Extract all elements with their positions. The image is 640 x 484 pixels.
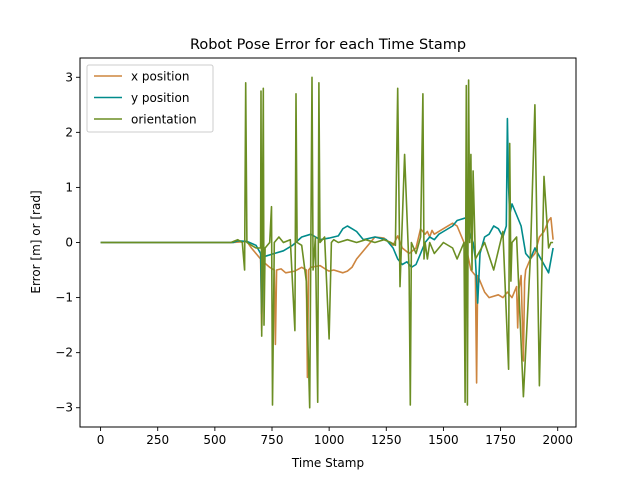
y-axis-label: Error [m] or [rad] xyxy=(29,190,43,293)
legend-label: y position xyxy=(131,91,189,105)
y-tick-label: −2 xyxy=(55,346,73,360)
y-tick-label: 3 xyxy=(65,70,73,84)
y-tick-label: 2 xyxy=(65,125,73,139)
series-line-x-position xyxy=(100,216,554,384)
x-tick-label: 1500 xyxy=(428,433,459,447)
x-tick-label: 1250 xyxy=(371,433,402,447)
legend-box xyxy=(86,64,214,133)
legend-label: orientation xyxy=(131,113,197,127)
legend-label: x position xyxy=(131,70,189,84)
x-tick-label: 2000 xyxy=(542,433,573,447)
y-tick-label: 0 xyxy=(65,236,73,250)
series-line-orientation xyxy=(100,76,554,409)
x-axis-label: Time Stamp xyxy=(291,456,364,470)
x-axis-ticks: 0 250 500 750 1000 1250 1500 1750 2000 xyxy=(97,427,573,447)
x-tick-label: 250 xyxy=(146,433,169,447)
y-axis-ticks: −3 −2 −1 0 1 2 3 xyxy=(55,70,80,415)
x-tick-label: 1000 xyxy=(314,433,345,447)
x-tick-label: 1750 xyxy=(485,433,516,447)
y-tick-label: −3 xyxy=(55,401,73,415)
chart-title: Robot Pose Error for each Time Stamp xyxy=(190,37,466,53)
x-tick-label: 750 xyxy=(261,433,284,447)
y-tick-label: −1 xyxy=(55,291,73,305)
y-tick-label: 1 xyxy=(65,180,73,194)
x-tick-label: 500 xyxy=(203,433,226,447)
legend: x position y position orientation xyxy=(86,64,214,133)
x-tick-label: 0 xyxy=(97,433,105,447)
plot-lines xyxy=(100,76,554,409)
